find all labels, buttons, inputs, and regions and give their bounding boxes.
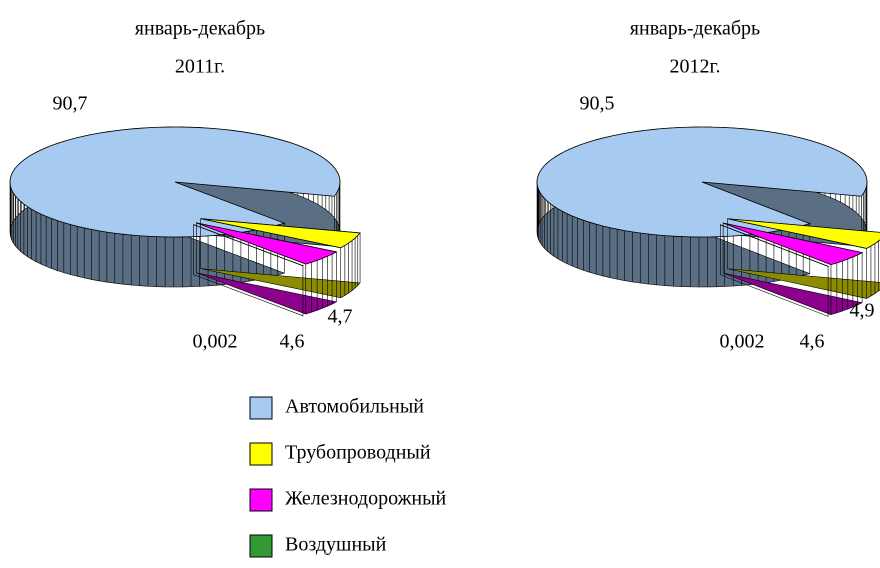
chart-title: январь-декабрь	[630, 18, 760, 40]
data-label: 90,7	[53, 93, 88, 115]
slice	[723, 222, 864, 266]
slice	[200, 218, 361, 249]
data-label: 4,9	[850, 300, 875, 322]
data-label: 4,6	[280, 331, 305, 353]
legend-label: Трубопроводный	[285, 442, 431, 464]
slice-side	[193, 224, 304, 317]
data-label: 4,6	[800, 331, 825, 353]
chart-title: январь-декабрь	[135, 18, 265, 40]
data-label: 4,7	[328, 306, 353, 328]
slice	[9, 126, 341, 238]
chart-subtitle: 2011г.	[175, 56, 225, 78]
slice-side	[719, 224, 829, 317]
data-label: 0,002	[720, 331, 765, 353]
legend-label: Железнодорожный	[285, 488, 447, 510]
chart-subtitle: 2012г.	[670, 56, 721, 78]
slice	[196, 222, 338, 265]
legend-swatch	[249, 488, 273, 512]
data-label: 90,5	[580, 93, 615, 115]
legend-swatch	[249, 396, 273, 420]
slice	[193, 224, 305, 267]
legend-swatch	[249, 534, 273, 558]
legend-label: Воздушный	[285, 534, 387, 556]
legend-label: Автомобильный	[285, 396, 424, 418]
slice	[727, 218, 880, 249]
slice	[720, 224, 830, 267]
data-label: 0,002	[193, 331, 238, 353]
legend-swatch	[249, 442, 273, 466]
slice	[536, 126, 868, 238]
